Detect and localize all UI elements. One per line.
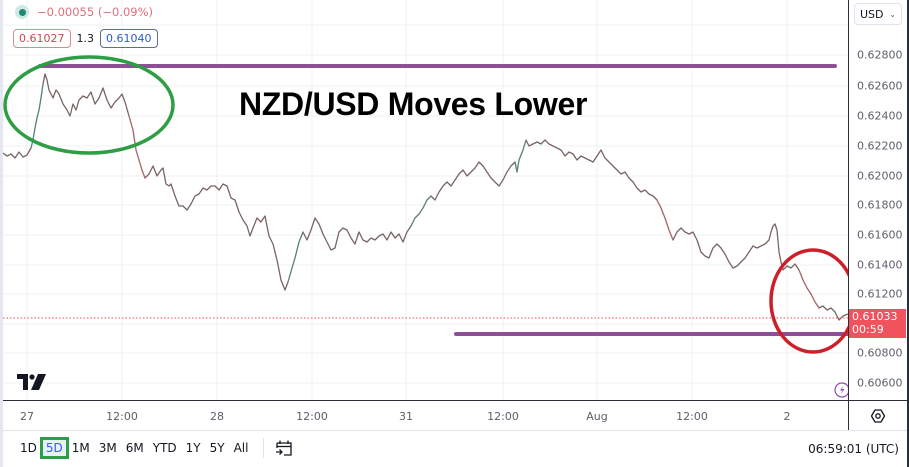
time-tick: 12:00 [106,410,138,423]
go-to-date-calendar-icon[interactable] [274,438,294,458]
utc-clock[interactable]: 06:59:01 (UTC) [808,442,899,456]
range-5d[interactable]: 5D [39,437,69,459]
chart-pane[interactable]: −0.00055 (−0.09%) 0.61027 1.3 0.61040 NZ… [3,0,848,400]
price-tick: 0.60600 [857,376,903,390]
quote-row: 0.61027 1.3 0.61040 [13,29,158,48]
bottom-toolbar: 1D 5D 1M 3M 6M YTD 1Y 5Y All 06:59:01 (U… [3,430,907,467]
price-tick: 0.62200 [857,139,903,153]
currency-dropdown[interactable]: USD ⌄ [854,3,902,25]
range-1m[interactable]: 1M [71,441,90,455]
time-tick: 27 [20,410,34,423]
sell-button[interactable]: 0.61027 [13,29,71,48]
vertical-gridlines [26,0,788,400]
chart-settings-button[interactable] [848,400,907,430]
toolbar-divider [263,438,265,458]
price-tick: 0.61200 [857,287,903,301]
currency-label: USD [860,7,884,21]
lightning-icon [834,382,848,398]
range-1d[interactable]: 1D [20,441,37,455]
price-tick: 0.62800 [857,48,903,62]
time-tick: 2 [783,410,791,423]
price-tick: 0.62400 [857,109,903,123]
left-toolbar-edge [0,0,3,467]
time-tick: 28 [210,410,224,423]
time-tick: 12:00 [676,410,708,423]
symbol-legend: −0.00055 (−0.09%) [15,5,153,19]
spread-value: 1.3 [76,32,95,45]
chart-headline: NZD/USD Moves Lower [239,86,588,122]
window-edge [907,0,909,467]
range-all[interactable]: All [233,441,249,455]
range-6m[interactable]: 6M [125,441,144,455]
time-axis[interactable]: 27 12:00 28 12:00 31 12:00 Aug 12:00 2 [3,400,848,430]
range-selector: 1D 5D 1M 3M 6M YTD 1Y 5Y All [16,437,294,459]
chevron-down-icon: ⌄ [889,9,896,19]
time-tick: 12:00 [296,410,328,423]
price-tick: 0.61800 [857,198,903,212]
settings-hexagon-icon [870,408,886,423]
range-ytd[interactable]: YTD [152,441,177,455]
range-3m[interactable]: 3M [98,441,117,455]
price-axis[interactable]: USD ⌄ 0.62800 0.62600 0.62400 0.62200 0.… [848,0,907,400]
price-tick: 0.62600 [857,79,903,93]
current-price-label: 0.61033 00:59 [849,309,906,338]
buy-button[interactable]: 0.61040 [100,29,158,48]
price-tick: 0.62000 [857,169,903,183]
highlight-ellipse-red [769,248,848,354]
price-tick: 0.61600 [857,228,903,242]
current-price-value: 0.61033 [852,310,898,323]
market-open-indicator [15,5,29,19]
range-5y[interactable]: 5Y [209,441,225,455]
price-change: −0.00055 (−0.09%) [37,5,153,19]
range-1y[interactable]: 1Y [185,441,201,455]
bar-countdown: 00:59 [852,322,884,336]
time-tick: 12:00 [487,410,519,423]
time-tick: 31 [399,410,413,423]
tradingview-logo-icon[interactable] [17,374,47,390]
price-chart [3,0,848,400]
price-tick: 0.60800 [857,346,903,360]
highlight-ellipse-green [3,55,175,155]
time-tick: Aug [586,410,608,423]
price-tick: 0.61400 [857,258,903,272]
